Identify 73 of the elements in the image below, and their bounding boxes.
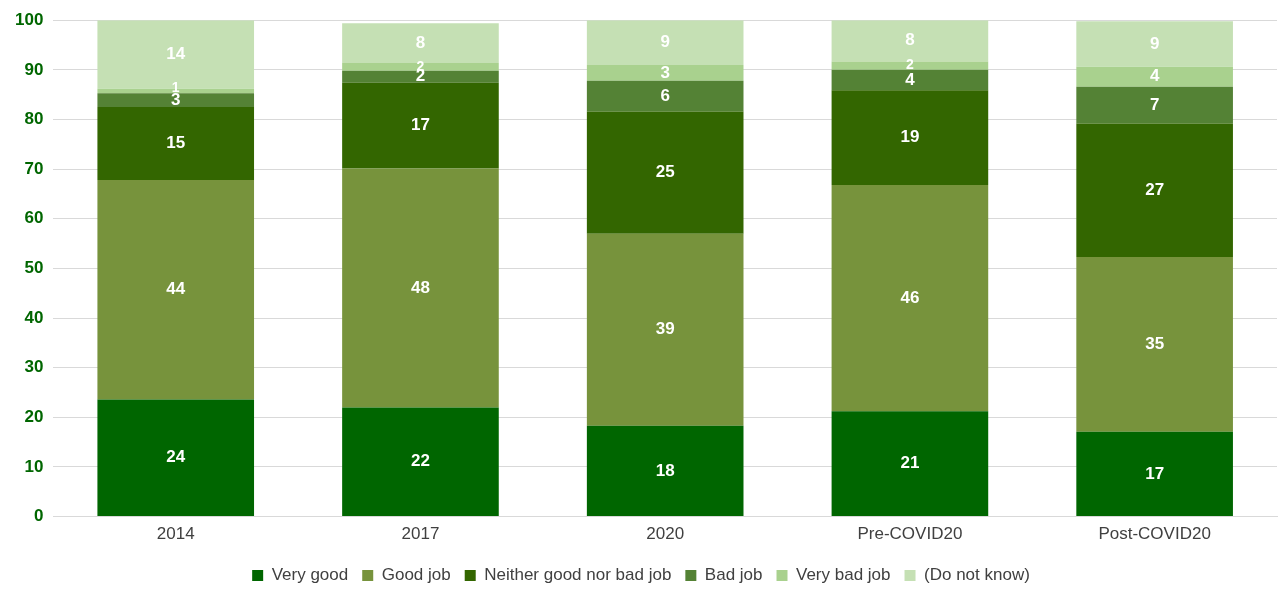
- bar: [586, 233, 744, 426]
- data-label: 9: [660, 32, 670, 52]
- bar: [586, 64, 744, 81]
- bar: [586, 111, 744, 234]
- data-label: 25: [655, 162, 675, 182]
- data-label: 39: [655, 319, 675, 339]
- bar: [1076, 123, 1233, 257]
- data-label: 6: [660, 85, 670, 105]
- x-tick-label: 2020: [646, 524, 685, 544]
- bar: [831, 69, 989, 91]
- data-label: 8: [905, 30, 915, 50]
- data-label: 17: [1145, 463, 1165, 483]
- bar: [97, 399, 255, 517]
- legend-label: (Do not know): [924, 565, 1030, 585]
- bar: [342, 70, 499, 83]
- bar: [97, 107, 255, 181]
- y-tick-label: 20: [24, 407, 44, 427]
- x-tick-label: 2014: [156, 524, 195, 544]
- legend-label: Bad job: [704, 565, 763, 585]
- data-label: 21: [900, 453, 920, 473]
- y-tick-label: 0: [33, 506, 44, 526]
- data-label: 19: [900, 127, 920, 147]
- bar: [831, 61, 989, 70]
- y-tick-label: 10: [24, 456, 44, 476]
- data-label: 9: [1149, 33, 1160, 53]
- data-label: 15: [166, 133, 186, 153]
- data-label: 48: [410, 277, 430, 297]
- data-label: 44: [166, 279, 186, 299]
- legend-label: Very bad job: [796, 565, 891, 585]
- x-tick-label: Post-COVID20: [1098, 524, 1211, 544]
- y-tick-label: 50: [24, 258, 44, 278]
- bar: [831, 185, 989, 412]
- bar: [342, 82, 499, 169]
- bar: [586, 425, 744, 517]
- data-label: 35: [1145, 334, 1165, 354]
- data-label: 3: [660, 62, 670, 82]
- legend-label: Very good: [271, 565, 349, 585]
- bar: [97, 180, 255, 400]
- bar: [831, 411, 989, 517]
- bar: [586, 80, 744, 112]
- bar: [342, 62, 499, 71]
- bar: [1076, 431, 1233, 517]
- data-label: 24: [166, 447, 186, 467]
- x-tick-label: Pre-COVID20: [857, 524, 963, 544]
- y-tick-label: 40: [24, 307, 44, 327]
- x-tick-label: 2017: [401, 524, 440, 544]
- bar: [1076, 256, 1233, 432]
- y-tick-label: 70: [24, 158, 44, 178]
- y-tick-label: 80: [24, 109, 44, 129]
- data-label: 18: [655, 460, 675, 480]
- bar: [1076, 66, 1233, 87]
- data-label: 27: [1145, 179, 1165, 199]
- bar: [342, 407, 499, 517]
- bar: [1076, 86, 1233, 124]
- legend-label: Neither good nor bad job: [484, 565, 672, 585]
- bar: [831, 90, 989, 186]
- bar: [342, 168, 499, 408]
- y-tick-label: 60: [24, 208, 44, 228]
- bar: [97, 93, 255, 108]
- data-label: 22: [410, 451, 430, 471]
- y-tick-label: 30: [24, 357, 44, 377]
- data-label: 17: [410, 115, 430, 135]
- legend-label: Good job: [381, 565, 451, 585]
- bar: [586, 20, 744, 65]
- data-label: 46: [900, 287, 920, 307]
- y-tick-label: 100: [14, 9, 44, 29]
- data-label: 4: [1149, 66, 1160, 86]
- data-label: 7: [1149, 94, 1160, 114]
- bar: [1076, 21, 1233, 67]
- bar: [342, 23, 499, 63]
- y-tick-label: 90: [24, 59, 44, 79]
- data-label: 8: [415, 32, 426, 52]
- data-label: 14: [166, 44, 186, 64]
